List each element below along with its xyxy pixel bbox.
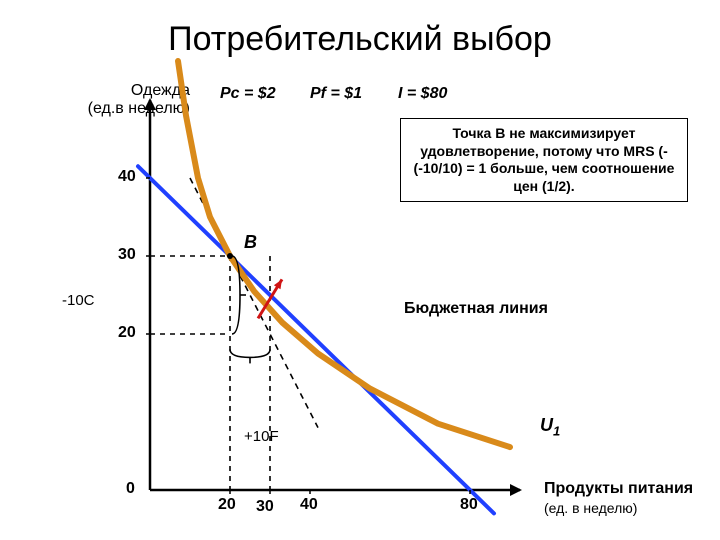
chart-svg	[0, 0, 720, 540]
